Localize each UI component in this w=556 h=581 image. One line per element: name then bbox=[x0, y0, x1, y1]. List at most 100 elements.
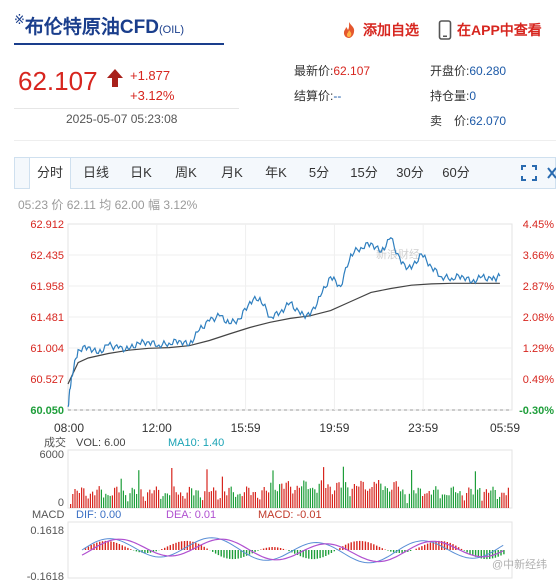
volume-bar bbox=[177, 494, 179, 508]
tab-daily-line[interactable]: 日线 bbox=[82, 165, 109, 180]
macd-bar bbox=[214, 550, 217, 554]
volume-bar bbox=[120, 478, 122, 508]
volume-bar bbox=[107, 495, 109, 508]
tab-30min[interactable]: 30分 bbox=[396, 165, 424, 180]
volume-bar bbox=[160, 498, 162, 508]
position-label: 持仓量: bbox=[430, 89, 470, 103]
macd-bar bbox=[322, 550, 324, 558]
macd-bar bbox=[319, 550, 321, 559]
macd-bar bbox=[268, 547, 270, 550]
time-axis: 08:00 12:00 15:59 19:59 23:59 05:59 bbox=[54, 421, 520, 435]
volume-bar bbox=[243, 492, 245, 508]
page-title: ※布伦特原油CFD(OIL) bbox=[14, 12, 184, 44]
volume-bar bbox=[474, 471, 476, 508]
macd-bar bbox=[474, 550, 477, 557]
macd-bar bbox=[359, 540, 361, 550]
volume-bar bbox=[338, 482, 340, 508]
macd-bar bbox=[373, 544, 375, 550]
volume-bar bbox=[81, 487, 83, 508]
macd-bar bbox=[243, 550, 245, 557]
sell-label: 卖 价: bbox=[430, 114, 470, 128]
macd-bar bbox=[189, 541, 191, 550]
tab-yearly-k[interactable]: 年K bbox=[265, 165, 287, 180]
volume-bar bbox=[494, 490, 496, 508]
x-tick-label: 05:59 bbox=[490, 421, 520, 435]
price-y-axis-right: 4.45% 3.66% 2.87% 2.08% 1.29% 0.49% -0.30% bbox=[519, 219, 554, 417]
volume-bar bbox=[356, 485, 358, 508]
macd-bar bbox=[172, 543, 174, 550]
tab-daily-k[interactable]: 日K bbox=[130, 165, 152, 180]
macd-bar bbox=[463, 550, 465, 551]
volume-bar bbox=[316, 492, 318, 508]
add-watch-button[interactable]: 添加自选 bbox=[340, 20, 419, 40]
macd-bar bbox=[500, 550, 502, 556]
volume-bar bbox=[151, 493, 153, 508]
macd-bar bbox=[195, 542, 197, 550]
macd-bar bbox=[84, 548, 87, 550]
x-tick-label: 23:59 bbox=[408, 421, 438, 435]
volume-bar bbox=[446, 495, 448, 508]
volume-bar bbox=[492, 486, 494, 508]
macd-bar bbox=[178, 541, 180, 550]
title-mark: ※ bbox=[14, 12, 25, 27]
expand-icon[interactable] bbox=[521, 165, 537, 181]
volume-bar bbox=[441, 494, 443, 508]
volume-bar bbox=[127, 501, 129, 508]
volume-bar bbox=[191, 488, 193, 508]
volume-bar bbox=[246, 486, 248, 508]
tab-5min[interactable]: 5分 bbox=[308, 165, 330, 180]
close-icon[interactable] bbox=[547, 165, 556, 181]
volume-bar bbox=[259, 499, 261, 508]
macd-bar bbox=[288, 550, 290, 552]
tab-15min[interactable]: 15分 bbox=[350, 165, 378, 180]
change-value: +1.877 bbox=[130, 68, 171, 83]
macd-bar bbox=[457, 547, 460, 550]
volume-bar bbox=[228, 487, 230, 508]
macd-bar bbox=[144, 550, 146, 553]
volume-bar bbox=[485, 489, 487, 508]
macd-bar bbox=[101, 541, 104, 550]
macd-bar bbox=[503, 550, 505, 555]
macd-bar bbox=[282, 548, 285, 550]
macd-bar bbox=[90, 545, 92, 550]
volume-bar bbox=[268, 492, 270, 508]
macd-bar bbox=[104, 540, 106, 550]
volume-bar bbox=[92, 491, 94, 508]
intraday-chart[interactable]: 62.912 62.435 61.958 61.481 61.004 60.527 60.0… bbox=[14, 214, 556, 581]
volume-bar bbox=[501, 492, 503, 508]
macd-bar bbox=[257, 550, 259, 551]
volume-bar bbox=[386, 488, 388, 508]
macd-bar bbox=[491, 550, 494, 559]
macd-bar bbox=[398, 550, 400, 553]
volume-bar bbox=[331, 494, 333, 508]
tab-intraday[interactable]: 分时 bbox=[29, 158, 71, 189]
view-in-app-label: 在APP中查看 bbox=[457, 22, 542, 38]
volume-bar bbox=[206, 469, 208, 508]
volume-bar bbox=[303, 480, 305, 508]
y-tick-label-left: 61.481 bbox=[30, 312, 64, 324]
macd-bar bbox=[367, 542, 369, 550]
tab-monthly-k[interactable]: 月K bbox=[221, 165, 243, 180]
volume-bar bbox=[96, 489, 98, 508]
price-grid bbox=[68, 224, 512, 411]
macd-bar bbox=[169, 545, 171, 550]
volume-bar bbox=[147, 492, 149, 508]
macd-panel-label: MACD bbox=[32, 509, 64, 521]
volume-bar bbox=[217, 499, 219, 508]
tab-weekly-k[interactable]: 周K bbox=[175, 165, 197, 180]
y-tick-label-right: 0.49% bbox=[523, 374, 554, 386]
volume-bar bbox=[182, 496, 184, 508]
volume-bar bbox=[340, 487, 342, 508]
volume-bar bbox=[362, 481, 364, 508]
macd-bar bbox=[294, 550, 296, 554]
macd-panel-frame bbox=[67, 521, 513, 579]
volume-bar bbox=[490, 490, 492, 508]
macd-bar bbox=[127, 547, 129, 550]
volume-panel-label: 成交 bbox=[44, 435, 66, 449]
macd-bar bbox=[418, 547, 420, 550]
tab-60min[interactable]: 60分 bbox=[442, 165, 470, 180]
title-underline bbox=[14, 43, 224, 45]
open-value: 60.280 bbox=[469, 64, 507, 78]
view-in-app-button[interactable]: 在APP中查看 bbox=[438, 20, 542, 40]
macd-bar bbox=[441, 541, 443, 550]
